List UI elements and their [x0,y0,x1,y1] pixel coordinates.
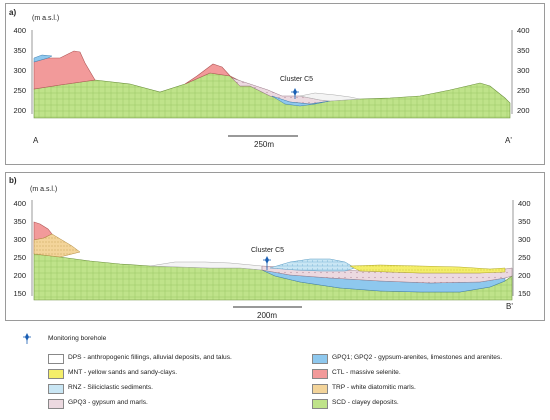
tick-label: 350 [517,46,530,55]
panel-b-letter: b) [9,176,17,185]
tick-label: 200 [13,106,26,115]
legend-item-trp: TRP - white diatomitic marls. [332,384,416,391]
panel-b-scale-label: 200m [257,311,277,320]
legend-swatch-dps [48,354,64,364]
panel-b-right-axis: 400 350 300 250 200 150 [512,199,531,298]
legend-swatch-gpq [312,354,328,364]
panel-b-end-label: B' [506,302,513,311]
panel-a-left-axis: 400 350 300 250 200 [13,26,33,115]
panel-a-letter: a) [9,8,16,17]
legend-swatch-rnz [48,384,64,394]
legend-item-gpq: GPQ1; GPQ2 - gypsum-arenites, limestones… [332,354,503,361]
panel-a-start-label: A [33,136,39,145]
panel-b-geology [33,221,513,301]
tick-label: 350 [13,217,26,226]
tick-label: 300 [518,235,531,244]
panel-a-scale-label: 250m [254,140,274,149]
legend-item-mnt: MNT - yellow sands and sandy-clays. [68,369,178,376]
panel-a-unit-label: (m a.s.l.) [32,15,59,22]
tick-label: 300 [13,235,26,244]
legend-item-scd: SCD - clayey deposits. [332,399,399,406]
legend-item-rnz: RNZ - Siliciclastic sediments. [68,384,154,391]
trp-unit [33,233,81,258]
tick-label: 350 [13,46,26,55]
tick-label: 250 [517,86,530,95]
legend-item-ctl: CTL - massive selenite. [332,369,401,376]
tick-label: 400 [518,199,531,208]
tick-label: 200 [517,106,530,115]
monitoring-borehole-icon [23,333,31,344]
legend-swatch-ctl [312,369,328,379]
tick-label: 250 [13,253,26,262]
tick-label: 150 [518,289,531,298]
legend-swatch-scd [312,399,328,409]
tick-label: 200 [13,271,26,280]
tick-label: 150 [13,289,26,298]
tick-label: 300 [517,66,530,75]
dps-unit-mid [299,92,361,102]
tick-label: 400 [517,26,530,35]
gpq-unit-mid [271,95,331,107]
tick-label: 250 [518,253,531,262]
tick-label: 400 [13,26,26,35]
gpq-unit-left [33,54,53,63]
panel-b-borehole-label: Cluster C5 [251,247,284,254]
legend-borehole-label: Monitoring borehole [48,335,107,342]
legend-swatch-mnt [48,369,64,379]
legend-item-dps: DPS - anthropogenic fillings, alluvial d… [68,354,232,361]
panel-a-borehole-marker [291,88,299,99]
panel-a-borehole-label: Cluster C5 [280,76,313,83]
tick-label: 200 [518,271,531,280]
tick-label: 350 [518,217,531,226]
mnt-unit [349,264,506,274]
panel-a-geology [33,50,511,119]
panel-b-unit-label: (m a.s.l.) [30,186,57,193]
tick-label: 400 [13,199,26,208]
panel-a-end-label: A' [505,136,512,145]
tick-label: 250 [13,86,26,95]
tick-label: 300 [13,66,26,75]
legend-item-gpq3: GPQ3 - gypsum and marls. [68,399,148,406]
panel-a-right-axis: 400 350 300 250 200 [511,26,530,115]
panel-b-borehole-marker [263,256,271,270]
panel-b-left-axis: 400 350 300 250 200 150 [13,199,33,298]
legend-swatch-trp [312,384,328,394]
legend-swatch-gpq3 [48,399,64,409]
rnz-unit [269,258,356,272]
